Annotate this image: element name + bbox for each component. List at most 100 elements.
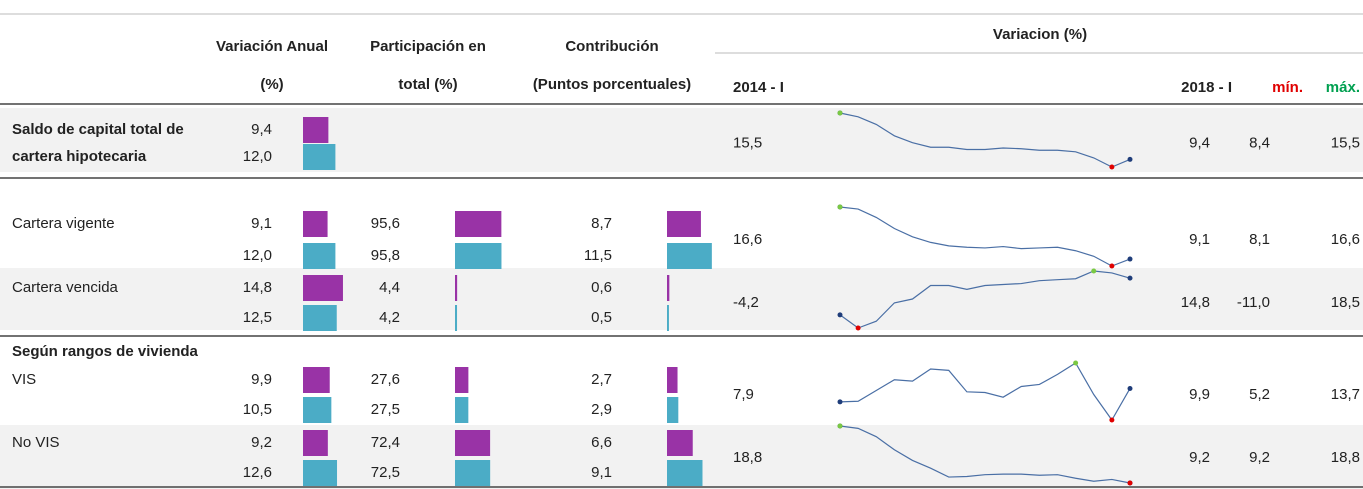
sparkline [839,112,1131,168]
row-bg [0,268,1363,330]
column-header: 2014 - I [733,79,784,96]
data-bar [455,367,469,393]
spark-marker [837,312,843,318]
cell-value: 95,8 [371,247,400,264]
cell-value: 15,5 [733,134,762,151]
spark-marker [1127,275,1133,281]
spark-marker [1091,268,1097,274]
cell-value: 2,7 [591,371,612,388]
sparkline [839,425,1131,484]
spark-marker [1109,417,1115,423]
sparkline [839,270,1131,329]
column-header: (Puntos porcentuales) [533,76,691,93]
cell-value: 6,6 [591,434,612,451]
data-bar [455,275,458,301]
cell-value: 5,2 [1249,386,1270,403]
cell-value: 12,5 [243,309,272,326]
cell-value: 72,5 [371,464,400,481]
cell-value: 2,9 [591,401,612,418]
data-bar [455,211,502,237]
row-label: Cartera vigente [12,215,115,232]
cell-value: 8,7 [591,215,612,232]
column-header: (%) [260,76,283,93]
row-label: Según rangos de vivienda [12,343,199,360]
data-bar [303,430,328,456]
column-header: Participación en [370,38,486,55]
data-bar [667,367,678,393]
cell-value: 9,9 [251,371,272,388]
cell-value: 18,5 [1331,294,1360,311]
cell-value: 11,5 [584,247,612,264]
column-header: Variación Anual [216,38,328,55]
cell-value: 4,4 [379,279,400,296]
cell-value: 9,2 [1249,449,1270,466]
column-header: Variacion (%) [993,26,1087,43]
cell-value: 9,4 [251,121,272,138]
column-header: máx. [1326,79,1360,96]
cell-value: 16,6 [733,231,762,248]
data-bar [455,397,469,423]
row-label: Cartera vencida [12,279,119,296]
cell-value: 27,6 [371,371,400,388]
data-bar [667,305,669,331]
cell-value: 9,2 [1189,449,1210,466]
data-bar [667,275,670,301]
cell-value: 9,1 [1189,231,1210,248]
sparkline [839,362,1131,422]
data-bar [455,243,502,269]
spark-marker [837,204,843,210]
cell-value: 27,5 [371,401,400,418]
row-bg [0,108,1363,172]
data-bar [667,211,701,237]
data-bar [455,305,458,331]
cell-value: 9,9 [1189,386,1210,403]
cell-value: -4,2 [733,294,759,311]
cell-value: 9,1 [591,464,612,481]
cell-value: 14,8 [243,279,272,296]
data-bar [303,305,337,331]
spark-marker [1127,385,1133,391]
cell-value: 8,4 [1249,134,1270,151]
data-bar [303,117,329,143]
cell-value: 13,7 [1331,386,1360,403]
cell-value: 9,2 [251,434,272,451]
cell-value: 18,8 [1331,449,1360,466]
data-bar [667,460,703,486]
column-header: mín. [1272,79,1303,96]
cell-value: 0,5 [591,309,612,326]
data-bar [303,367,330,393]
data-bar [303,144,336,170]
spark-marker [1127,256,1133,262]
data-bar [667,243,712,269]
column-header: 2018 - I [1181,79,1232,96]
cell-value: 12,0 [243,148,272,165]
row-label: VIS [12,371,36,388]
row-label: No VIS [12,434,60,451]
spark-marker [855,325,861,331]
data-bar [303,397,332,423]
cell-value: 12,6 [243,464,272,481]
cell-value: -11,0 [1237,294,1270,311]
spark-marker [1109,164,1115,170]
data-bar [455,460,491,486]
data-bar [303,243,336,269]
cell-value: 95,6 [371,215,400,232]
spark-marker [1127,480,1133,486]
spark-marker [837,423,843,429]
spark-marker [1127,156,1133,162]
cell-value: 8,1 [1249,231,1270,248]
row-label: Saldo de capital total de [12,121,184,138]
data-bar [303,275,343,301]
column-header: Contribución [565,38,658,55]
cell-value: 18,8 [733,449,762,466]
sparkline [839,206,1131,267]
cell-value: 72,4 [371,434,400,451]
column-header: total (%) [398,76,457,93]
cell-value: 16,6 [1331,231,1360,248]
cell-value: 9,1 [251,215,272,232]
cell-value: 14,8 [1181,294,1210,311]
cell-value: 15,5 [1331,134,1360,151]
spark-marker [1109,263,1115,269]
cell-value: 0,6 [591,279,612,296]
